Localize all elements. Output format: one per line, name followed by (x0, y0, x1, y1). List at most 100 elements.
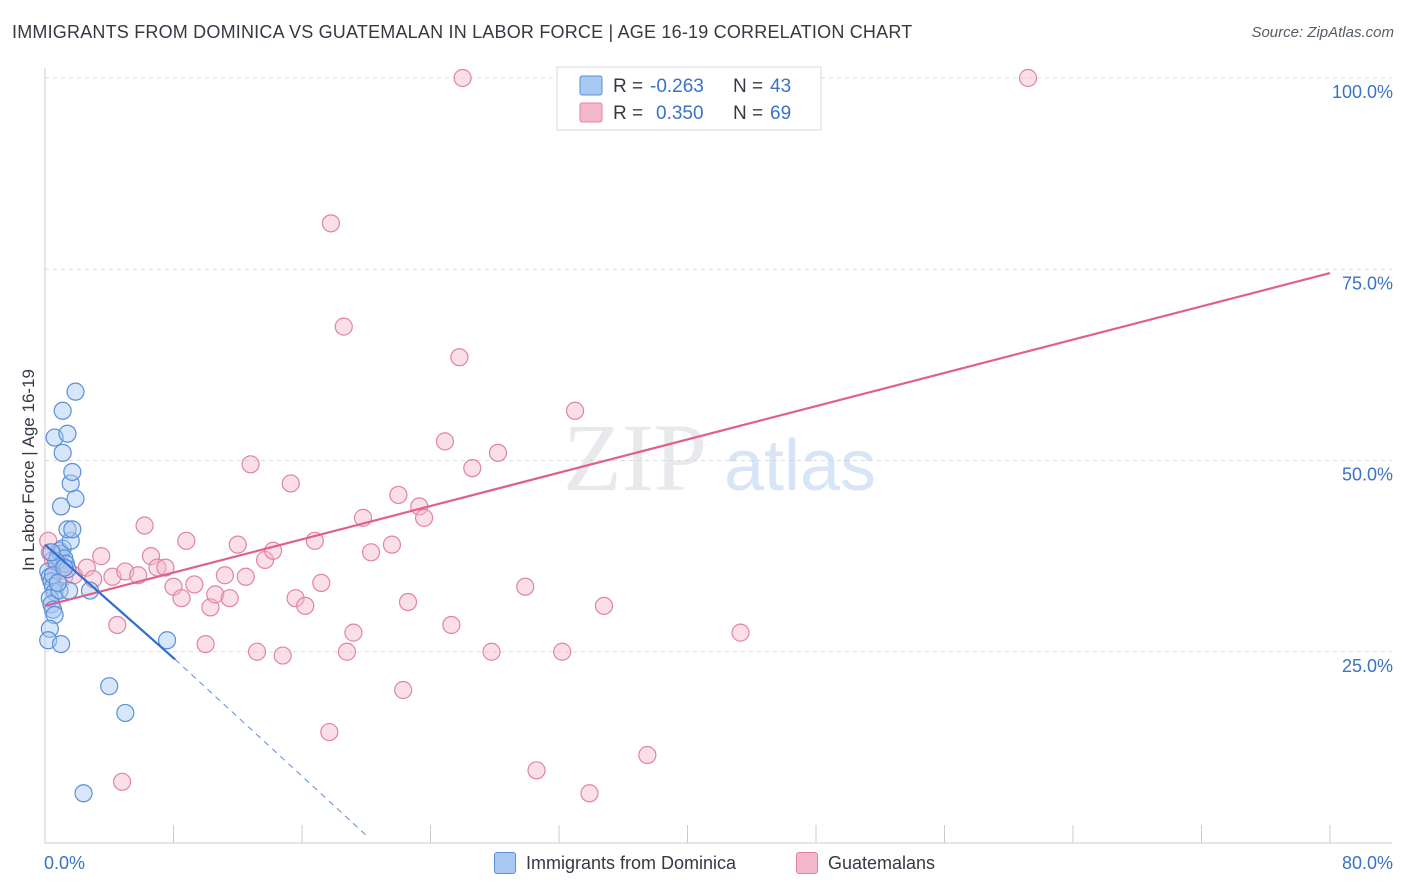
source-label: Source: ZipAtlas.com (1251, 24, 1394, 41)
guatemalan-point-51 (414, 508, 434, 527)
guatemalan-point-15 (141, 547, 161, 566)
legend-n-label-2: N = (733, 103, 763, 124)
dominica-point-27 (61, 474, 80, 493)
legend-swatch-blue (494, 852, 516, 874)
correlation-legend: R = -0.263 N = 43 R = 0.350 N = 69 (556, 66, 822, 131)
dominica-point-29 (53, 443, 72, 462)
legend-n-label-1: N = (733, 76, 763, 97)
guatemalan-point-65 (638, 745, 657, 765)
x-tick-label-max: 80.0% (1342, 853, 1393, 873)
watermark-atlas: atlas (724, 426, 876, 506)
dominica-point-41 (55, 558, 74, 577)
guatemalan-point-54 (450, 348, 469, 367)
guatemalan-point-9 (92, 547, 111, 566)
guatemalan-point-33 (273, 646, 292, 665)
guatemalan-point-46 (382, 535, 402, 554)
trend-lines (44, 272, 1331, 836)
guatemalan-point-41 (334, 317, 353, 336)
legend-label-dominica: Immigrants from Dominica (526, 852, 737, 873)
guatemalan-point-53 (442, 615, 461, 635)
guatemalan-point-67 (1018, 68, 1038, 88)
guatemalan-point-52 (435, 432, 455, 451)
guatemalan-point-68 (112, 772, 132, 791)
chart-title: IMMIGRANTS FROM DOMINICA VS GUATEMALAN I… (12, 22, 913, 42)
dominica-point-31 (58, 424, 77, 443)
guatemalan-point-48 (394, 680, 413, 700)
guatemalan-point-56 (463, 459, 482, 478)
trend-line-dominica-extension (174, 659, 367, 836)
guatemalan-point-14 (135, 516, 154, 535)
guatemalan-point-7 (77, 558, 96, 577)
dominica-point-38 (116, 703, 135, 723)
guatemalan-point-34 (281, 474, 300, 493)
dominica-point-37 (100, 677, 119, 696)
guatemalan-point-38 (312, 573, 331, 593)
dominica-point-24 (63, 520, 82, 539)
dominica-point-28 (63, 462, 82, 482)
guatemalan-point-59 (516, 577, 535, 596)
guatemalan-point-57 (482, 642, 501, 661)
guatemalan-point-28 (236, 567, 255, 586)
x-tick-label-min: 0.0% (44, 853, 85, 873)
dominica-point-42 (42, 543, 61, 562)
guatemalan-point-39 (320, 722, 339, 742)
dominica-point-36 (157, 631, 177, 650)
legend-item-dominica: Immigrants from Dominica (494, 852, 736, 874)
legend-r-label-1: R = (613, 76, 643, 97)
dominica-point-39 (74, 784, 93, 803)
dominica-point-8 (45, 605, 64, 625)
guatemalan-point-26 (220, 589, 239, 608)
guatemalan-point-27 (228, 535, 247, 554)
watermark: ZIP atlas (563, 404, 876, 511)
dominica-point-19 (50, 581, 69, 600)
y-tick-label-100: 100.0% (1332, 82, 1393, 102)
legend-r-label-2: R = (613, 103, 643, 124)
guatemalan-point-19 (172, 589, 191, 608)
dominica-point-23 (58, 520, 77, 539)
dominica-point-35 (51, 634, 71, 654)
legend-r-value-2: 0.350 (656, 103, 704, 124)
y-tick-label-50: 50.0% (1342, 465, 1393, 485)
tick-labels: 25.0% 50.0% 75.0% 100.0% 0.0% 80.0% (44, 82, 1393, 873)
guatemalan-point-45 (361, 543, 381, 562)
guatemalan-point-21 (185, 575, 204, 594)
guatemalan-point-24 (206, 585, 225, 604)
guatemalan-point-35 (286, 589, 305, 608)
guatemalan-point-30 (247, 642, 267, 661)
guatemalan-point-64 (594, 596, 614, 615)
y-axis-label: In Labor Force | Age 16-19 (19, 369, 38, 571)
grid-lines (45, 77, 1392, 653)
legend-r-value-1: -0.263 (650, 76, 704, 97)
dominica-point-9 (40, 619, 59, 638)
legend-n-value-2: 69 (770, 103, 791, 124)
series-dominica (39, 382, 177, 803)
bottom-legend: Immigrants from Dominica Guatemalans (0, 852, 1406, 878)
series-guatemalans (39, 68, 1038, 803)
legend-swatch-dominica (579, 75, 603, 96)
watermark-zip: ZIP (563, 404, 707, 511)
trend-line-guatemalans (44, 272, 1331, 607)
guatemalan-point-61 (553, 642, 572, 661)
legend-n-value-1: 43 (770, 76, 791, 97)
guatemalan-point-55 (453, 68, 472, 88)
guatemalan-point-25 (215, 566, 234, 585)
dominica-point-25 (51, 497, 71, 516)
trend-line-dominica (44, 543, 176, 661)
guatemalan-point-42 (337, 642, 357, 661)
guatemalan-point-11 (108, 615, 127, 635)
guatemalan-point-20 (177, 531, 196, 550)
guatemalan-point-40 (321, 214, 341, 233)
dominica-point-33 (66, 382, 85, 401)
guatemalan-point-60 (527, 761, 546, 780)
guatemalan-point-58 (488, 443, 508, 462)
guatemalan-point-36 (296, 596, 315, 615)
guatemalan-point-62 (565, 401, 585, 420)
legend-item-guatemalans: Guatemalans (796, 852, 935, 874)
dominica-point-40 (48, 573, 67, 593)
legend-swatch-guatemalans (579, 102, 603, 123)
legend-swatch-pink (796, 852, 818, 874)
guatemalan-point-17 (156, 558, 175, 577)
guatemalan-point-43 (344, 623, 363, 642)
guatemalan-point-63 (580, 784, 599, 803)
